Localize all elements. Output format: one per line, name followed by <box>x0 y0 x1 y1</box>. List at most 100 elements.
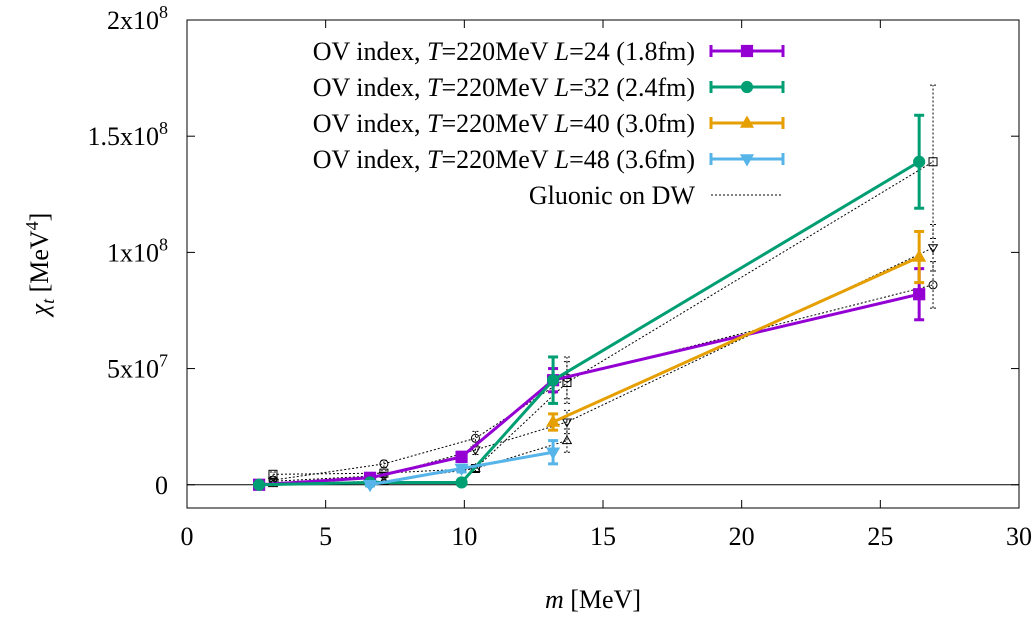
series-1 <box>253 113 926 491</box>
y-axis-label: χt [MeV4] <box>22 213 58 319</box>
y-tick-label-0: 0 <box>155 471 168 500</box>
series-0-point-4 <box>913 288 926 301</box>
series-1-point-4 <box>913 155 926 168</box>
x-tick-label-1: 5 <box>319 522 332 551</box>
y-tick-label-4-base: 2x10 <box>107 6 159 35</box>
gluonic-series-2-point-4 <box>927 244 939 254</box>
legend-label-1-mid: =220MeV <box>442 73 555 102</box>
legend-label-3-prefix: OV index, <box>313 145 427 174</box>
series-2 <box>545 229 927 432</box>
legend-label-3-var-t: T <box>427 145 443 174</box>
legend-label-3-suffix: =48 (3.6fm) <box>569 145 695 174</box>
legend-label-0-var-t: T <box>427 37 443 66</box>
legend-label-3-var-l: L <box>554 145 569 174</box>
legend-marker-0 <box>740 44 754 58</box>
x-tick-label-4: 20 <box>729 522 755 551</box>
series-3 <box>362 439 561 493</box>
y-tick-label-2: 1x108 <box>107 234 168 267</box>
y-tick-label-4-exp: 8 <box>159 2 168 22</box>
gluonic-series-1-point-1 <box>379 459 389 469</box>
y-axis-label-sup: 4 <box>22 221 42 230</box>
x-tick-label-5: 25 <box>867 522 893 551</box>
legend-entry-2: OV index, T=220MeV L=40 (3.0fm) <box>313 109 785 138</box>
gluonic-series-3-errorbar-3 <box>563 428 570 453</box>
y-tick-label-1: 5x107 <box>107 351 168 384</box>
legend-label-0-prefix: OV index, <box>313 37 427 66</box>
gluonic-series-2-errorbar-4 <box>930 223 937 272</box>
gluonic-series-1-point-2 <box>470 433 480 443</box>
y-axis-label-unit: [MeV <box>25 230 54 299</box>
legend-label-3: OV index, T=220MeV L=48 (3.6fm) <box>313 145 695 174</box>
legend-label-0-suffix: =24 (1.8fm) <box>569 37 695 66</box>
series-1-point-0 <box>253 478 266 491</box>
legend-label-2: OV index, T=220MeV L=40 (3.0fm) <box>313 109 695 138</box>
gluonic-series-2-errorbar-3 <box>563 409 570 435</box>
y-axis-label-var: χ <box>25 303 54 318</box>
legend-marker-3 <box>739 154 755 167</box>
legend-label-3-mid: =220MeV <box>442 145 555 174</box>
y-axis-label-close: ] <box>25 213 54 222</box>
gluonic-series-2-point-3 <box>561 418 573 428</box>
legend-label-1-prefix: OV index, <box>313 73 427 102</box>
x-axis-label-unit: [MeV] <box>564 585 641 614</box>
legend-label-2-prefix: OV index, <box>313 109 427 138</box>
series-0-point-2 <box>455 450 468 463</box>
legend-entry-3: OV index, T=220MeV L=48 (3.6fm) <box>313 145 785 174</box>
series-2-point-1 <box>912 249 927 262</box>
series-2-line <box>552 255 920 424</box>
data-layer <box>253 84 939 493</box>
legend-marker-2 <box>739 115 755 128</box>
series-2-point-0 <box>545 414 561 427</box>
x-tick-label-6: 30 <box>1006 522 1032 551</box>
gluonic-series-3-point-3 <box>561 435 573 445</box>
legend-label-2-suffix: =40 (3.0fm) <box>569 109 695 138</box>
legend-label-gluonic: Gluonic on DW <box>529 181 696 210</box>
series-3-point-2 <box>545 447 561 460</box>
legend-label-1-var-t: T <box>427 73 443 102</box>
gluonic-series-0-errorbar-4 <box>930 84 937 239</box>
legend-label-1-suffix: =32 (2.4fm) <box>569 73 695 102</box>
series-1-point-3 <box>546 374 560 387</box>
legend-entry-gluonic: Gluonic on DW <box>529 181 783 210</box>
gluonic-series-1-point-4 <box>928 280 938 290</box>
legend-label-0-mid: =220MeV <box>442 37 555 66</box>
legend-label-2-var-t: T <box>427 109 443 138</box>
y-tick-label-3: 1.5x108 <box>88 118 169 151</box>
x-tick-label-3: 15 <box>590 522 616 551</box>
y-axis-label-sub: t <box>38 298 58 304</box>
x-axis-label-var: m <box>545 585 564 614</box>
gluonic-series-0-point-4 <box>928 157 938 167</box>
y-tick-label-1-exp: 7 <box>159 351 168 371</box>
series-3-point-0 <box>362 480 378 493</box>
legend-label-0: OV index, T=220MeV L=24 (1.8fm) <box>313 37 695 66</box>
legend-marker-1 <box>740 80 754 94</box>
legend-label-2-var-l: L <box>554 109 569 138</box>
y-tick-label-3-exp: 8 <box>159 118 168 138</box>
y-tick-label-4: 2x108 <box>107 2 168 35</box>
series-1-point-2 <box>455 476 468 489</box>
legend-label-1: OV index, T=220MeV L=32 (2.4fm) <box>313 73 695 102</box>
gluonic-series-0-line <box>272 161 934 475</box>
gluonic-series-2-line <box>272 247 934 482</box>
gluonic-series-2 <box>267 223 939 487</box>
y-tick-label-3-base: 1.5x10 <box>88 122 160 151</box>
series-3-point-1 <box>454 463 469 477</box>
y-tick-label-2-exp: 8 <box>159 234 168 254</box>
gluonic-series-1-errorbar-4 <box>930 261 937 309</box>
x-tick-label-0: 0 <box>181 522 194 551</box>
y-tick-label-2-base: 1x10 <box>107 238 159 267</box>
legend-entry-1: OV index, T=220MeV L=32 (2.4fm) <box>313 73 785 102</box>
legend: OV index, T=220MeV L=24 (1.8fm)OV index,… <box>313 37 785 210</box>
legend-label-0-var-l: L <box>554 37 569 66</box>
y-tick-label-1-base: 5x10 <box>107 355 159 384</box>
x-axis-label: m [MeV] <box>545 585 641 614</box>
series-0-line <box>259 292 920 487</box>
x-tick-label-2: 10 <box>451 522 477 551</box>
series-1-line <box>259 160 920 487</box>
series-0 <box>253 267 926 491</box>
legend-label-2-mid: =220MeV <box>442 109 555 138</box>
legend-label-1-var-l: L <box>554 73 569 102</box>
legend-entry-0: OV index, T=220MeV L=24 (1.8fm) <box>313 37 785 66</box>
